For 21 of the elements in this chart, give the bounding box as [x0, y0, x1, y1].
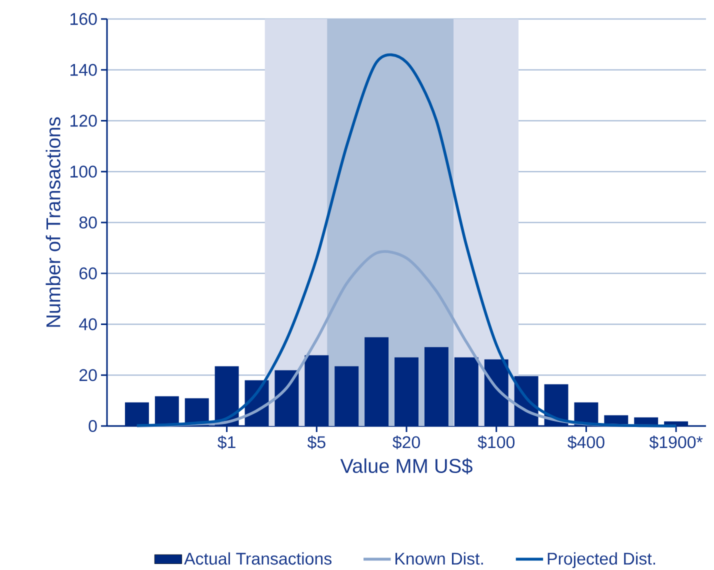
y-tick-label: 80 — [79, 216, 97, 228]
y-tick-label: 60 — [80, 267, 97, 280]
y-tick-label: 100 — [70, 166, 97, 178]
y-tick-label: 160 — [70, 12, 97, 25]
y-tick-label: 20 — [80, 369, 97, 382]
y-tick-label: 0 — [88, 420, 97, 432]
legend-label: Actual Transactions — [184, 552, 332, 565]
bar — [154, 396, 179, 426]
legend-label: Projected Dist. — [548, 552, 656, 568]
y-tick-label: 140 — [70, 64, 97, 76]
x-tick-label: $5 — [307, 436, 326, 450]
x-tick-label: $1900* — [649, 436, 703, 450]
y-tick-label: 40 — [79, 318, 97, 330]
legend-label: Known Dist. — [396, 552, 483, 565]
y-tick-label: 120 — [70, 114, 97, 127]
x-tick-label: $400 — [568, 436, 604, 450]
x-tick-label: $100 — [478, 436, 515, 450]
x-axis-title: Value MM US$ — [340, 458, 472, 474]
y-axis-title: Number of Transactions — [46, 117, 60, 327]
x-tick-label: $1 — [218, 436, 236, 450]
x-tick-label: $20 — [392, 436, 420, 450]
